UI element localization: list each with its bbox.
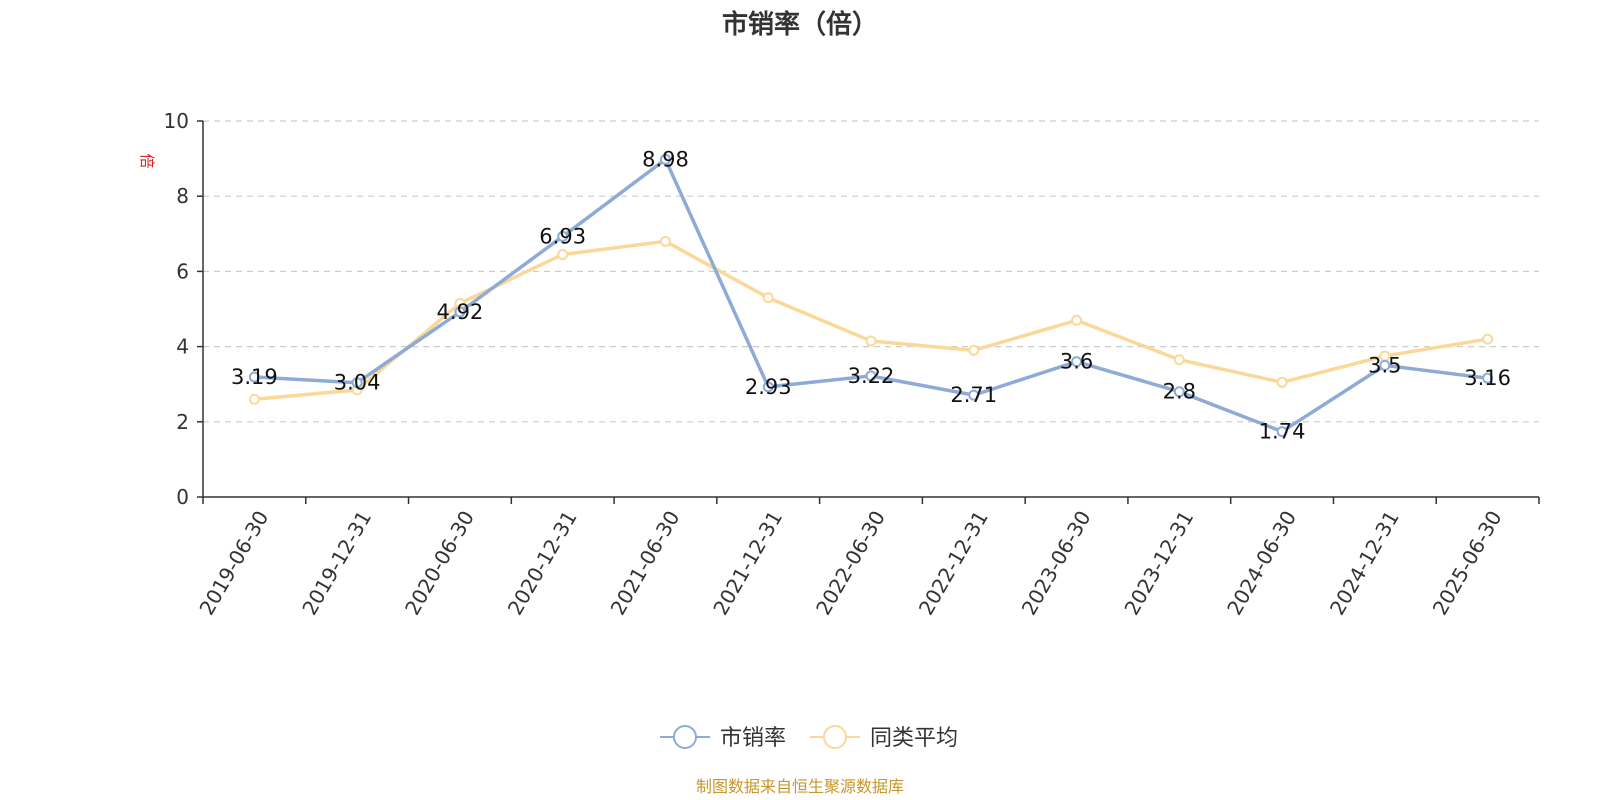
legend-item[interactable]: 市销率 <box>660 725 786 751</box>
legend-marker-icon <box>823 725 847 749</box>
data-point[interactable] <box>865 335 877 347</box>
data-point[interactable] <box>1379 359 1391 371</box>
legend-item[interactable]: 同类平均 <box>810 725 958 751</box>
data-label: 6.93 <box>539 224 586 248</box>
y-tick-label: 4 <box>176 335 189 359</box>
data-point[interactable] <box>454 306 466 318</box>
y-unit-label: 倍 <box>138 153 156 168</box>
data-label: 1.74 <box>1259 420 1306 444</box>
data-point[interactable] <box>1276 376 1288 388</box>
x-tick-label: 2024-12-31 <box>1325 507 1404 620</box>
chart-title: 市销率（倍） <box>722 9 878 40</box>
data-point[interactable] <box>968 389 980 401</box>
series-0 <box>248 153 1494 438</box>
data-point[interactable] <box>659 235 671 247</box>
y-tick-label: 10 <box>164 109 189 133</box>
x-tick-label: 2020-12-31 <box>503 507 582 620</box>
series-layer <box>248 153 1494 438</box>
x-tick-label: 2023-12-31 <box>1119 507 1198 620</box>
data-label: 8.98 <box>642 147 689 171</box>
y-tick-label: 0 <box>176 485 189 509</box>
legend-marker-icon <box>673 725 697 749</box>
data-point[interactable] <box>762 381 774 393</box>
x-tick-label: 2021-06-30 <box>606 507 685 620</box>
data-point[interactable] <box>1173 386 1185 398</box>
data-point[interactable] <box>865 370 877 382</box>
x-tick-label: 2025-06-30 <box>1428 507 1507 620</box>
data-point[interactable] <box>1071 314 1083 326</box>
series-1 <box>248 235 1494 405</box>
legend[interactable]: 市销率 同类平均 <box>660 725 958 751</box>
source-note: 制图数据来自恒生聚源数据库 <box>696 777 904 796</box>
data-point[interactable] <box>1482 372 1494 384</box>
data-label: 3.19 <box>231 365 278 389</box>
data-point[interactable] <box>248 371 260 383</box>
data-point[interactable] <box>968 344 980 356</box>
x-tick-label: 2024-06-30 <box>1222 507 1301 620</box>
data-point[interactable] <box>1071 356 1083 368</box>
data-label: 2.71 <box>950 383 997 407</box>
data-labels: 3.19 3.04 4.92 6.93 8.98 2.93 3.22 2.71 3.6 2.8 1.… <box>231 147 1511 443</box>
gridlines <box>203 120 1539 423</box>
data-point[interactable] <box>1482 333 1494 345</box>
data-label: 2.8 <box>1163 380 1196 404</box>
data-point[interactable] <box>1276 426 1288 438</box>
legend-label: 同类平均 <box>870 726 958 751</box>
x-tick-label: 2022-06-30 <box>811 507 890 620</box>
data-label: 3.16 <box>1464 366 1511 390</box>
x-tick-label: 2022-12-31 <box>914 507 993 620</box>
x-tick-label: 2021-12-31 <box>708 507 787 620</box>
data-label: 3.04 <box>334 371 381 395</box>
data-point[interactable] <box>1173 354 1185 366</box>
data-point[interactable] <box>351 377 363 389</box>
data-point[interactable] <box>248 393 260 405</box>
data-label: 3.5 <box>1368 353 1401 377</box>
data-label: 3.22 <box>848 364 895 388</box>
data-point[interactable] <box>659 153 671 165</box>
data-label: 4.92 <box>437 300 484 324</box>
y-tick-label: 6 <box>176 259 189 283</box>
x-tick-label: 2020-06-30 <box>400 507 479 620</box>
data-point[interactable] <box>762 292 774 304</box>
y-tick-label: 2 <box>176 410 189 434</box>
data-label: 3.6 <box>1060 350 1093 374</box>
data-label: 2.93 <box>745 375 792 399</box>
data-point[interactable] <box>557 230 569 242</box>
x-tick-label: 2019-12-31 <box>297 507 376 620</box>
x-tick-label: 2023-06-30 <box>1017 507 1096 620</box>
y-tick-label: 8 <box>176 184 189 208</box>
series-line <box>254 157 1488 434</box>
data-point[interactable] <box>557 248 569 260</box>
x-tick-label: 2019-06-30 <box>194 507 273 620</box>
legend-label: 市销率 <box>720 726 786 751</box>
